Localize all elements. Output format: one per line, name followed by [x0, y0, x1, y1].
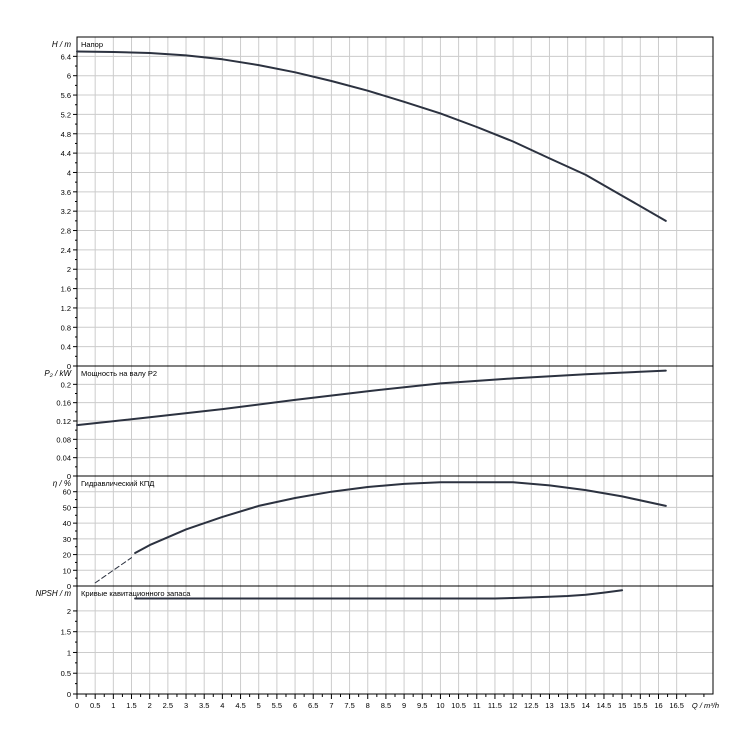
panel-frame — [76, 475, 714, 587]
x-tick-label: 8 — [366, 701, 370, 710]
y-tick-label: 0.08 — [56, 435, 71, 444]
y-tick-label: 0.16 — [56, 399, 71, 408]
y-axis-label: P₂ / kW — [44, 369, 72, 378]
x-tick-label: 9 — [402, 701, 406, 710]
x-tick-label: 14.5 — [597, 701, 612, 710]
y-tick-label: 0.04 — [56, 454, 71, 463]
y-tick-label: 5.2 — [61, 110, 71, 119]
y-tick-label: 4 — [67, 168, 71, 177]
y-axis-label: η / % — [53, 479, 71, 488]
x-tick-label: 16 — [654, 701, 662, 710]
series-line — [134, 589, 624, 600]
x-tick-label: 9.5 — [417, 701, 427, 710]
y-tick-label: 4.4 — [61, 149, 71, 158]
y-tick-label: 6.4 — [61, 52, 71, 61]
y-tick-label: 0.4 — [61, 343, 71, 352]
x-tick-label: 0.5 — [90, 701, 100, 710]
x-tick-label: 2.5 — [163, 701, 173, 710]
x-tick-label: 5 — [257, 701, 261, 710]
x-tick-label: 15 — [618, 701, 626, 710]
panel-title: Гидравлический КПД — [81, 479, 154, 488]
panel-frame — [76, 36, 714, 367]
y-tick-label: 2 — [67, 265, 71, 274]
y-tick-label: 2 — [67, 607, 71, 616]
y-tick-label: 0 — [67, 472, 71, 481]
y-tick-label: 30 — [63, 535, 71, 544]
x-tick-label: 5.5 — [272, 701, 282, 710]
y-tick-label: 6 — [67, 72, 71, 81]
panel-frame — [76, 585, 714, 695]
x-tick-label: 4.5 — [235, 701, 245, 710]
x-tick-label: 6 — [293, 701, 297, 710]
x-tick-label: 2 — [148, 701, 152, 710]
y-tick-label: 60 — [63, 488, 71, 497]
y-tick-label: 50 — [63, 503, 71, 512]
x-tick-label: 16.5 — [669, 701, 684, 710]
x-tick-label: 7 — [329, 701, 333, 710]
x-tick-label: 10 — [436, 701, 444, 710]
y-tick-label: 0 — [67, 362, 71, 371]
x-tick-label: 6.5 — [308, 701, 318, 710]
x-tick-label: 7.5 — [344, 701, 354, 710]
panel-title: Кривые кавитационного запаса — [81, 589, 191, 598]
x-tick-label: 8.5 — [381, 701, 391, 710]
y-axis-label: NPSH / m — [35, 589, 71, 598]
y-tick-label: 1 — [67, 648, 71, 657]
x-tick-label: 4 — [220, 701, 224, 710]
x-tick-label: 0 — [75, 701, 79, 710]
x-tick-label: 14 — [582, 701, 590, 710]
x-tick-label: 11 — [473, 701, 481, 710]
y-tick-label: 4.8 — [61, 130, 71, 139]
y-tick-label: 10 — [63, 566, 71, 575]
y-tick-label: 3.2 — [61, 207, 71, 216]
y-tick-label: 2.8 — [61, 227, 71, 236]
x-tick-label: 1.5 — [126, 701, 136, 710]
y-tick-label: 2.4 — [61, 246, 71, 255]
y-tick-label: 0.12 — [56, 417, 71, 426]
y-axis-label: H / m — [52, 40, 71, 49]
series-line — [76, 50, 667, 222]
y-tick-label: 1.5 — [61, 628, 71, 637]
series-line — [134, 481, 667, 554]
x-tick-label: 12.5 — [524, 701, 539, 710]
y-tick-label: 1.2 — [61, 304, 71, 313]
x-tick-label: 3 — [184, 701, 188, 710]
x-axis-label: Q / m³/h — [692, 701, 719, 710]
y-tick-label: 0.8 — [61, 323, 71, 332]
y-tick-label: 20 — [63, 551, 71, 560]
x-tick-label: 10.5 — [451, 701, 466, 710]
series-line-dashed — [94, 557, 132, 584]
y-tick-label: 5.6 — [61, 91, 71, 100]
x-tick-label: 12 — [509, 701, 517, 710]
y-tick-label: 0.5 — [61, 669, 71, 678]
x-tick-label: 13.5 — [560, 701, 575, 710]
x-tick-label: 3.5 — [199, 701, 209, 710]
x-tick-label: 11.5 — [488, 701, 502, 710]
x-tick-label: 1 — [111, 701, 115, 710]
y-tick-label: 3.6 — [61, 188, 71, 197]
panel-title: Мощность на валу P2 — [81, 369, 157, 378]
x-tick-label: 13 — [545, 701, 553, 710]
panel-title: Напор — [81, 40, 103, 49]
y-tick-label: 0 — [67, 582, 71, 591]
y-tick-label: 1.6 — [61, 285, 71, 294]
y-tick-label: 0 — [67, 690, 71, 699]
series-line — [76, 369, 667, 427]
y-tick-label: 0.2 — [61, 380, 71, 389]
x-tick-label: 15.5 — [633, 701, 648, 710]
y-tick-label: 40 — [63, 519, 71, 528]
